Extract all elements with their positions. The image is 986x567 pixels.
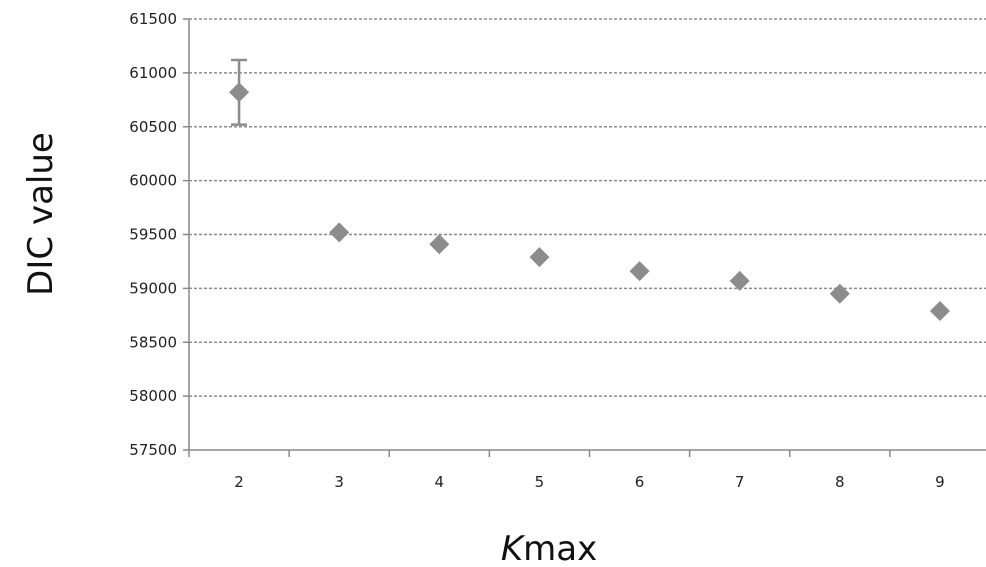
y-tick-label: 59000 [129,279,177,297]
x-tick-label: 6 [635,473,645,491]
y-tick-label: 61500 [129,10,177,28]
data-point-marker [929,301,950,322]
x-tick-label: 5 [535,473,545,491]
y-tick-label: 61000 [129,64,177,82]
x-axis-title-italic: K [501,529,526,567]
data-point-marker [829,283,850,304]
x-axis-title-rest: max [523,529,597,567]
gridlines [189,18,986,397]
data-point-marker [529,247,550,268]
x-tick-labels: 2 3 4 5 6 7 8 9 [234,473,944,491]
data-point-marker [329,222,350,243]
x-axis-title: Kmax [501,529,597,567]
data-markers [229,82,950,322]
y-axis-title: DIC value [21,132,61,296]
y-tick-label: 60500 [129,118,177,136]
axes [183,18,986,457]
x-tick-label: 4 [435,473,445,491]
y-tick-labels: 57500 58000 58500 59000 59500 60000 60500 61000… [129,10,177,459]
y-tick-label: 58500 [129,333,177,351]
x-tick-label: 9 [935,473,945,491]
x-tick-label: 7 [735,473,745,491]
data-point-marker [629,261,650,282]
data-point-marker [429,234,450,255]
y-tick-label: 57500 [129,441,177,459]
y-tick-label: 58000 [129,387,177,405]
y-tick-label: 59500 [129,226,177,244]
data-point-marker [229,82,250,103]
x-tick-label: 3 [334,473,344,491]
data-point-marker [729,270,750,291]
x-tick-label: 8 [835,473,845,491]
y-tick-label: 60000 [129,172,177,190]
x-tick-label: 2 [234,473,244,491]
